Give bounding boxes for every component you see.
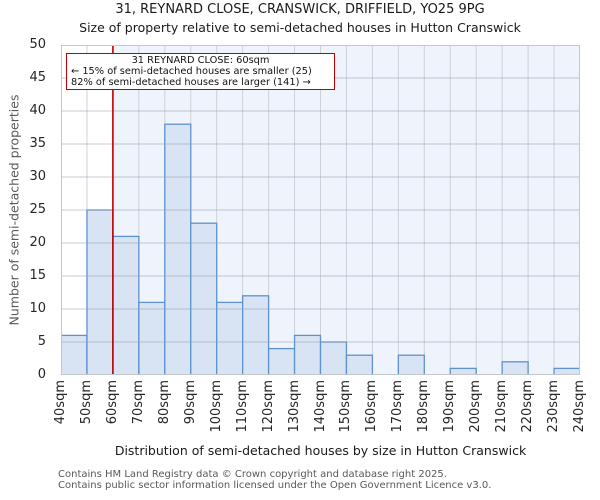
histogram-bar [293,334,322,375]
histogram-bar [112,235,140,375]
histogram-bar [190,222,218,375]
y-tick-label: 50 [29,37,46,52]
x-axis-label: Distribution of semi-detached houses by … [114,443,527,458]
y-tick-label: 20 [29,235,46,250]
x-tick-label: 180sqm [416,380,432,433]
x-tick-label: 170sqm [390,380,406,433]
x-tick-label: 230sqm [546,380,562,433]
y-tick-label: 15 [29,268,46,283]
histogram-bar [345,354,374,375]
x-tick-label: 220sqm [520,380,536,433]
x-tick-label: 50sqm [78,380,94,425]
x-tick-label: 40sqm [53,380,68,425]
histogram-bar [86,209,114,375]
x-tick-label: 190sqm [442,380,458,433]
chart-title: 31, REYNARD CLOSE, CRANSWICK, DRIFFIELD,… [115,2,485,17]
y-tick-label: 25 [29,202,46,217]
histogram-bar [138,301,166,375]
x-tick-label: 200sqm [468,380,484,433]
plot-frame [61,45,580,375]
x-tick-label: 70sqm [130,380,146,425]
histogram-bar [164,123,192,375]
x-tick-label: 160sqm [364,380,380,433]
x-tick-label: 90sqm [182,380,198,425]
x-tick-label: 120sqm [260,380,276,433]
x-tick-label: 140sqm [312,380,328,433]
x-tick-label: 60sqm [104,380,120,425]
x-tick-label: 80sqm [156,380,172,425]
footer-line2: Contains public sector information licen… [58,479,492,491]
footer-line1: Contains HM Land Registry data © Crown c… [58,469,447,480]
y-tick-label: 0 [37,367,46,382]
y-tick-label: 45 [29,70,46,85]
y-tick-label: 40 [29,103,46,118]
attribution-footer: Contains HM Land Registry data © Crown c… [58,469,598,491]
histogram-bar [241,295,270,375]
annotation-line2: ← 15% of semi-detached houses are smalle… [71,66,312,77]
plot-area: 31 REYNARD CLOSE: 60sqm ← 15% of semi-de… [61,45,580,375]
annotation-line1: 31 REYNARD CLOSE: 60sqm [131,55,270,66]
annotation-line3: 82% of semi-detached houses are larger (… [71,77,311,88]
x-tick-label: 130sqm [286,380,302,433]
y-tick-label: 5 [37,334,46,349]
x-tick-label: 100sqm [208,380,224,433]
y-tick-label: 35 [29,136,46,151]
x-tick-label: 150sqm [338,380,354,433]
y-tick-label: 10 [29,301,46,316]
histogram-bar [319,341,348,375]
histogram-bar [501,361,529,375]
histogram-bar [267,347,296,375]
x-tick-label: 210sqm [494,380,510,433]
histogram-bar [397,354,425,375]
histogram-bar [216,301,244,375]
x-tick-label: 240sqm [572,380,587,433]
histogram-canvas [61,45,580,375]
chart-subtitle: Size of property relative to semi-detach… [79,20,521,35]
histogram-bar [61,334,88,375]
annotation-box: 31 REYNARD CLOSE: 60sqm ← 15% of semi-de… [66,53,335,90]
x-tick-label: 110sqm [234,380,250,433]
y-tick-label: 30 [29,169,46,184]
